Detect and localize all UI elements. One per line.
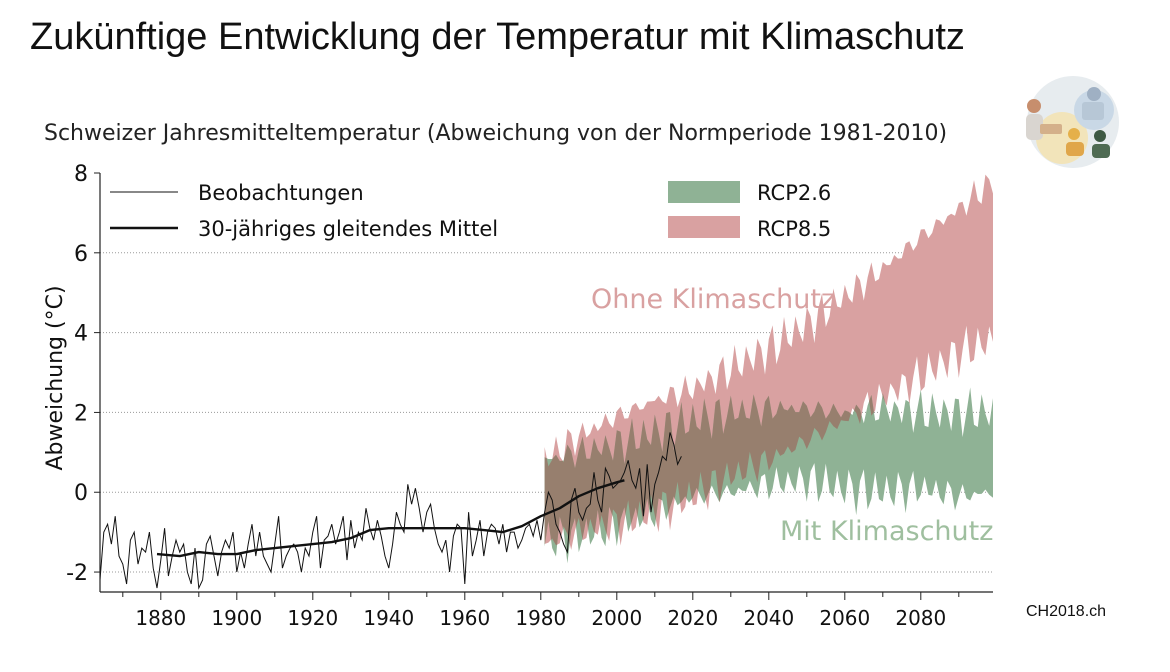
x-tick-label: 2040: [743, 606, 794, 630]
legend-swatch-rcp26: [668, 181, 740, 203]
x-tick-label: 1960: [439, 606, 490, 630]
legend-label-rcp85: RCP8.5: [757, 217, 831, 241]
ch2018-people-collage-icon: [1018, 72, 1122, 181]
annotations: Ohne Klimaschutz Mit Klimaschutz: [591, 284, 993, 547]
axes: -2 0 2 4 6 8 1880 1900 1920 1940 1960 1980 2000 2020 2…: [66, 162, 993, 630]
y-tick-label: 0: [74, 481, 88, 506]
y-tick-label: 4: [74, 322, 88, 347]
x-tick-label: 2060: [819, 606, 870, 630]
y-tick-label: 8: [74, 162, 88, 187]
annotation-mit-klimaschutz: Mit Klimaschutz: [780, 516, 993, 547]
moving-average-line: [156, 479, 625, 558]
x-tick-label: 1940: [363, 606, 414, 630]
annotation-ohne-klimaschutz: Ohne Klimaschutz: [591, 284, 835, 315]
y-axis-label: Abweichung (°C): [43, 285, 68, 470]
y-tick-label: -2: [66, 561, 88, 586]
x-tick-label: 2080: [895, 606, 946, 630]
legend-label-moving-average: 30-jähriges gleitendes Mittel: [198, 217, 498, 241]
source-credit: CH2018.ch: [1026, 603, 1107, 620]
y-tick-label: 6: [74, 242, 88, 267]
scenario-bands: [544, 174, 993, 564]
x-tick-label: 1980: [515, 606, 566, 630]
x-tick-label: 1880: [135, 606, 186, 630]
slide-title: Zukünftige Entwicklung der Temperatur mi…: [30, 16, 965, 58]
x-tick-label: 2020: [667, 606, 718, 630]
observation-line: [99, 432, 682, 590]
observation-lines: [99, 432, 682, 590]
x-tick-label: 1900: [211, 606, 262, 630]
x-tick-label: 1920: [287, 606, 338, 630]
legend: Beobachtungen 30-jähriges gleitendes Mitt…: [110, 181, 831, 241]
legend-label-observations: Beobachtungen: [198, 181, 364, 205]
chart-title: Schweizer Jahresmitteltemperatur (Abweic…: [44, 121, 948, 146]
y-tick-label: 2: [74, 401, 88, 426]
legend-swatch-rcp85: [668, 216, 740, 238]
x-tick-label: 2000: [591, 606, 642, 630]
legend-label-rcp26: RCP2.6: [757, 181, 831, 205]
